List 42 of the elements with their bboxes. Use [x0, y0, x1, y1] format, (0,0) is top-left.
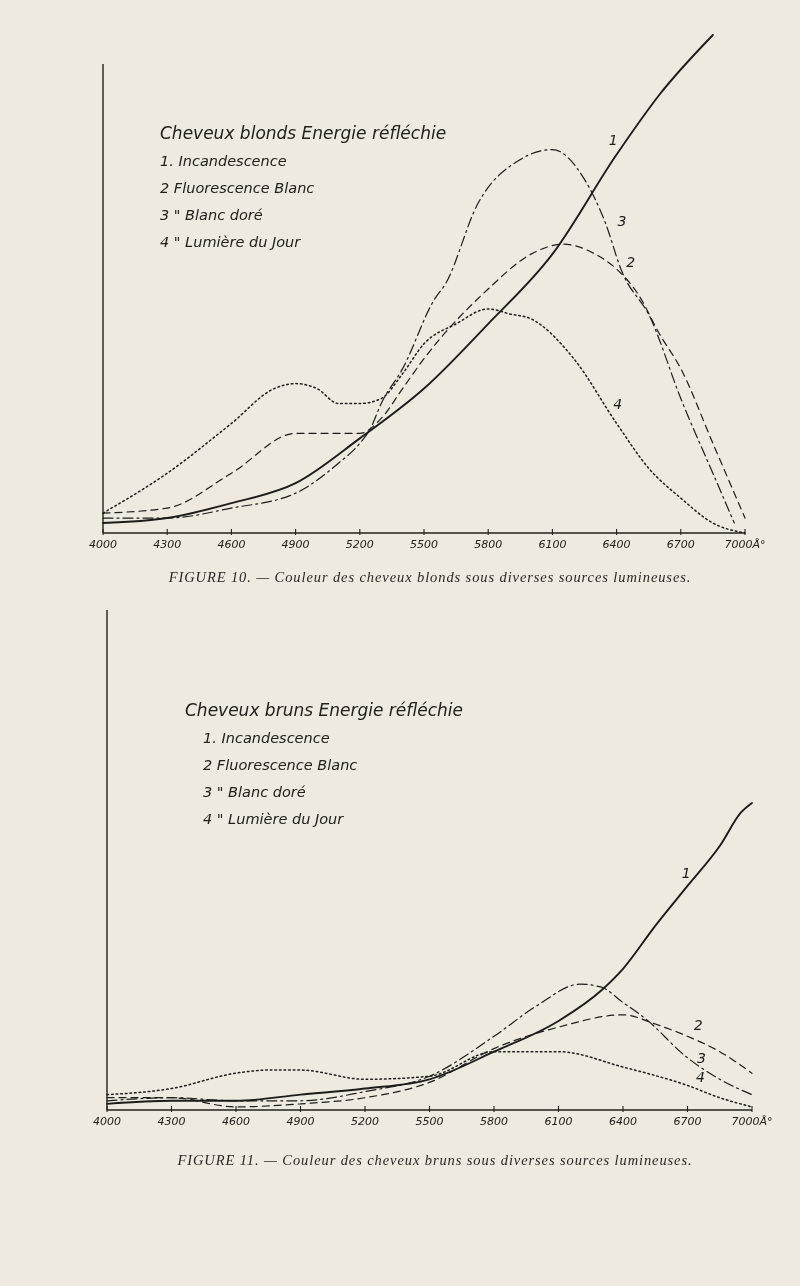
series-label: 2 [693, 1017, 703, 1034]
x-tick-label: 6700 [666, 538, 695, 551]
x-tick-label: 5800 [480, 1115, 508, 1128]
x-tick-label: 4000 [89, 538, 117, 551]
series-label: 1 [681, 864, 691, 881]
x-tick-label: 6100 [544, 1115, 573, 1128]
x-tick-label: 4300 [157, 1115, 186, 1128]
x-tick-label: 4300 [153, 538, 182, 551]
legend-title: Cheveux blonds Energie réfléchie [160, 123, 447, 143]
x-tick-label: 6400 [609, 1115, 637, 1128]
x-tick-label: 7000Å° [731, 1115, 773, 1128]
text: 3 " Blanc doré [203, 784, 306, 800]
series-label: 2 [626, 254, 636, 271]
x-tick-label: 6700 [673, 1115, 702, 1128]
x-tick-label: 4600 [217, 538, 246, 551]
x-tick-label: 5200 [345, 538, 374, 551]
x-tick-label: 5500 [415, 1115, 444, 1128]
series-label: 3 [697, 1049, 706, 1066]
annotation: 3 " Blanc doré [160, 207, 263, 223]
annotation: 4 " Lumière du Jour [160, 234, 302, 250]
x-tick-label: 4600 [222, 1115, 250, 1128]
x-tick-label: 6100 [538, 538, 567, 551]
text: FIGURE 11. — Couleur des cheveux bruns sous diverses sources lumineuses. [176, 1152, 693, 1168]
series-label: 4 [695, 1069, 705, 1086]
annotation: 1. Incandescence [160, 153, 287, 169]
x-tick-label: 5500 [410, 538, 438, 551]
series-label: 1 [608, 131, 618, 148]
x-tick-label: 4900 [281, 538, 310, 551]
series-label: 3 [617, 213, 627, 230]
text: 1. Incandescence [203, 730, 330, 746]
text: 2 Fluorescence Blanc [203, 757, 358, 773]
x-tick-label: 4900 [286, 1115, 315, 1128]
legend-title: Cheveux bruns Energie réfléchie [185, 700, 463, 720]
annotation: 2 Fluorescence Blanc [160, 180, 315, 196]
text: FIGURE 10. — Couleur des cheveux blonds sous diverses sources lumineuses. [167, 569, 692, 585]
x-tick-label: 5200 [351, 1115, 379, 1128]
x-tick-label: 7000Å° [724, 538, 766, 551]
series-label: 4 [613, 396, 623, 413]
x-tick-label: 4000 [93, 1115, 121, 1128]
annotation: 4 " Lumière du Jour [203, 811, 345, 827]
x-tick-label: 6400 [602, 538, 631, 551]
x-tick-label: 5800 [474, 538, 503, 551]
